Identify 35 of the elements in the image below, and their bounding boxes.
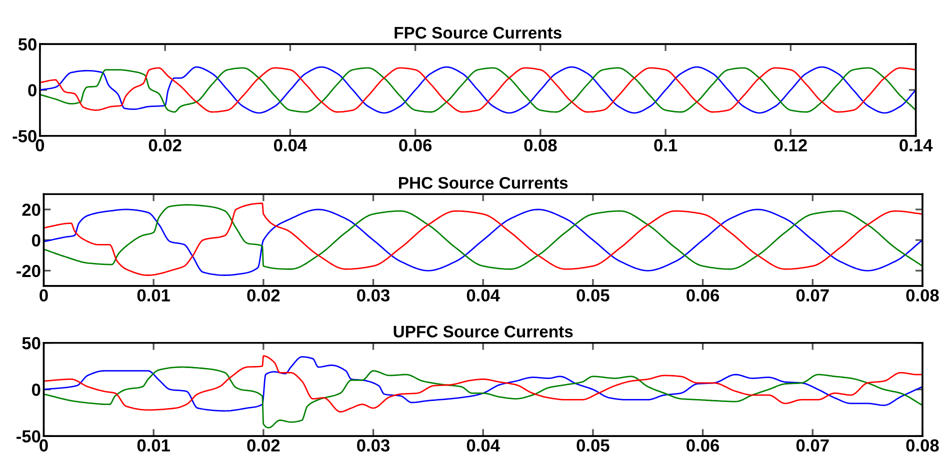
- y-tick-label: 0: [32, 234, 40, 247]
- x-tick-label: 0.08: [906, 439, 939, 452]
- y-tick-label: -50: [16, 430, 40, 443]
- y-tick-label: -20: [16, 264, 40, 278]
- y-tick-label: -50: [12, 130, 36, 142]
- x-tick-label: 0.02: [247, 289, 280, 302]
- x-tick-label: 0.08: [906, 289, 939, 302]
- x-tick-label: 0.04: [466, 439, 500, 452]
- x-tick-label: 0.1: [654, 139, 678, 152]
- x-tick-label: 0.06: [686, 289, 720, 302]
- y-tick-label: 0: [32, 384, 40, 396]
- x-tick-label: 0.04: [274, 139, 307, 152]
- x-tick-label: 0.07: [796, 439, 829, 452]
- x-tick-label: 0.05: [576, 439, 610, 452]
- x-tick-label: 0.01: [137, 289, 170, 302]
- x-tick-label: 0.04: [466, 289, 500, 302]
- chart-title: PHC Source Currents: [399, 176, 568, 189]
- x-tick-label: 0.06: [399, 139, 432, 152]
- y-tick-label: 50: [22, 337, 40, 350]
- chart-title: FPC Source Currents: [394, 26, 562, 39]
- x-tick-label: 0.03: [357, 439, 390, 452]
- y-tick-label: 0: [28, 84, 36, 96]
- x-tick-label: 0.02: [247, 439, 280, 452]
- x-tick-label: 0.08: [524, 139, 557, 152]
- chart-title: UPFC Source Currents: [394, 326, 573, 338]
- y-tick-label: 50: [18, 38, 36, 51]
- x-tick-label: 0.14: [900, 139, 933, 152]
- x-tick-label: 0.01: [137, 439, 170, 452]
- y-tick-label: 20: [22, 204, 40, 216]
- x-tick-label: 0.06: [686, 439, 720, 452]
- x-tick-label: 0.02: [148, 139, 182, 152]
- x-tick-label: 0.05: [576, 289, 610, 302]
- x-tick-label: 0.12: [774, 139, 807, 152]
- x-tick-label: 0.07: [796, 289, 829, 302]
- x-tick-label: 0.03: [357, 289, 390, 302]
